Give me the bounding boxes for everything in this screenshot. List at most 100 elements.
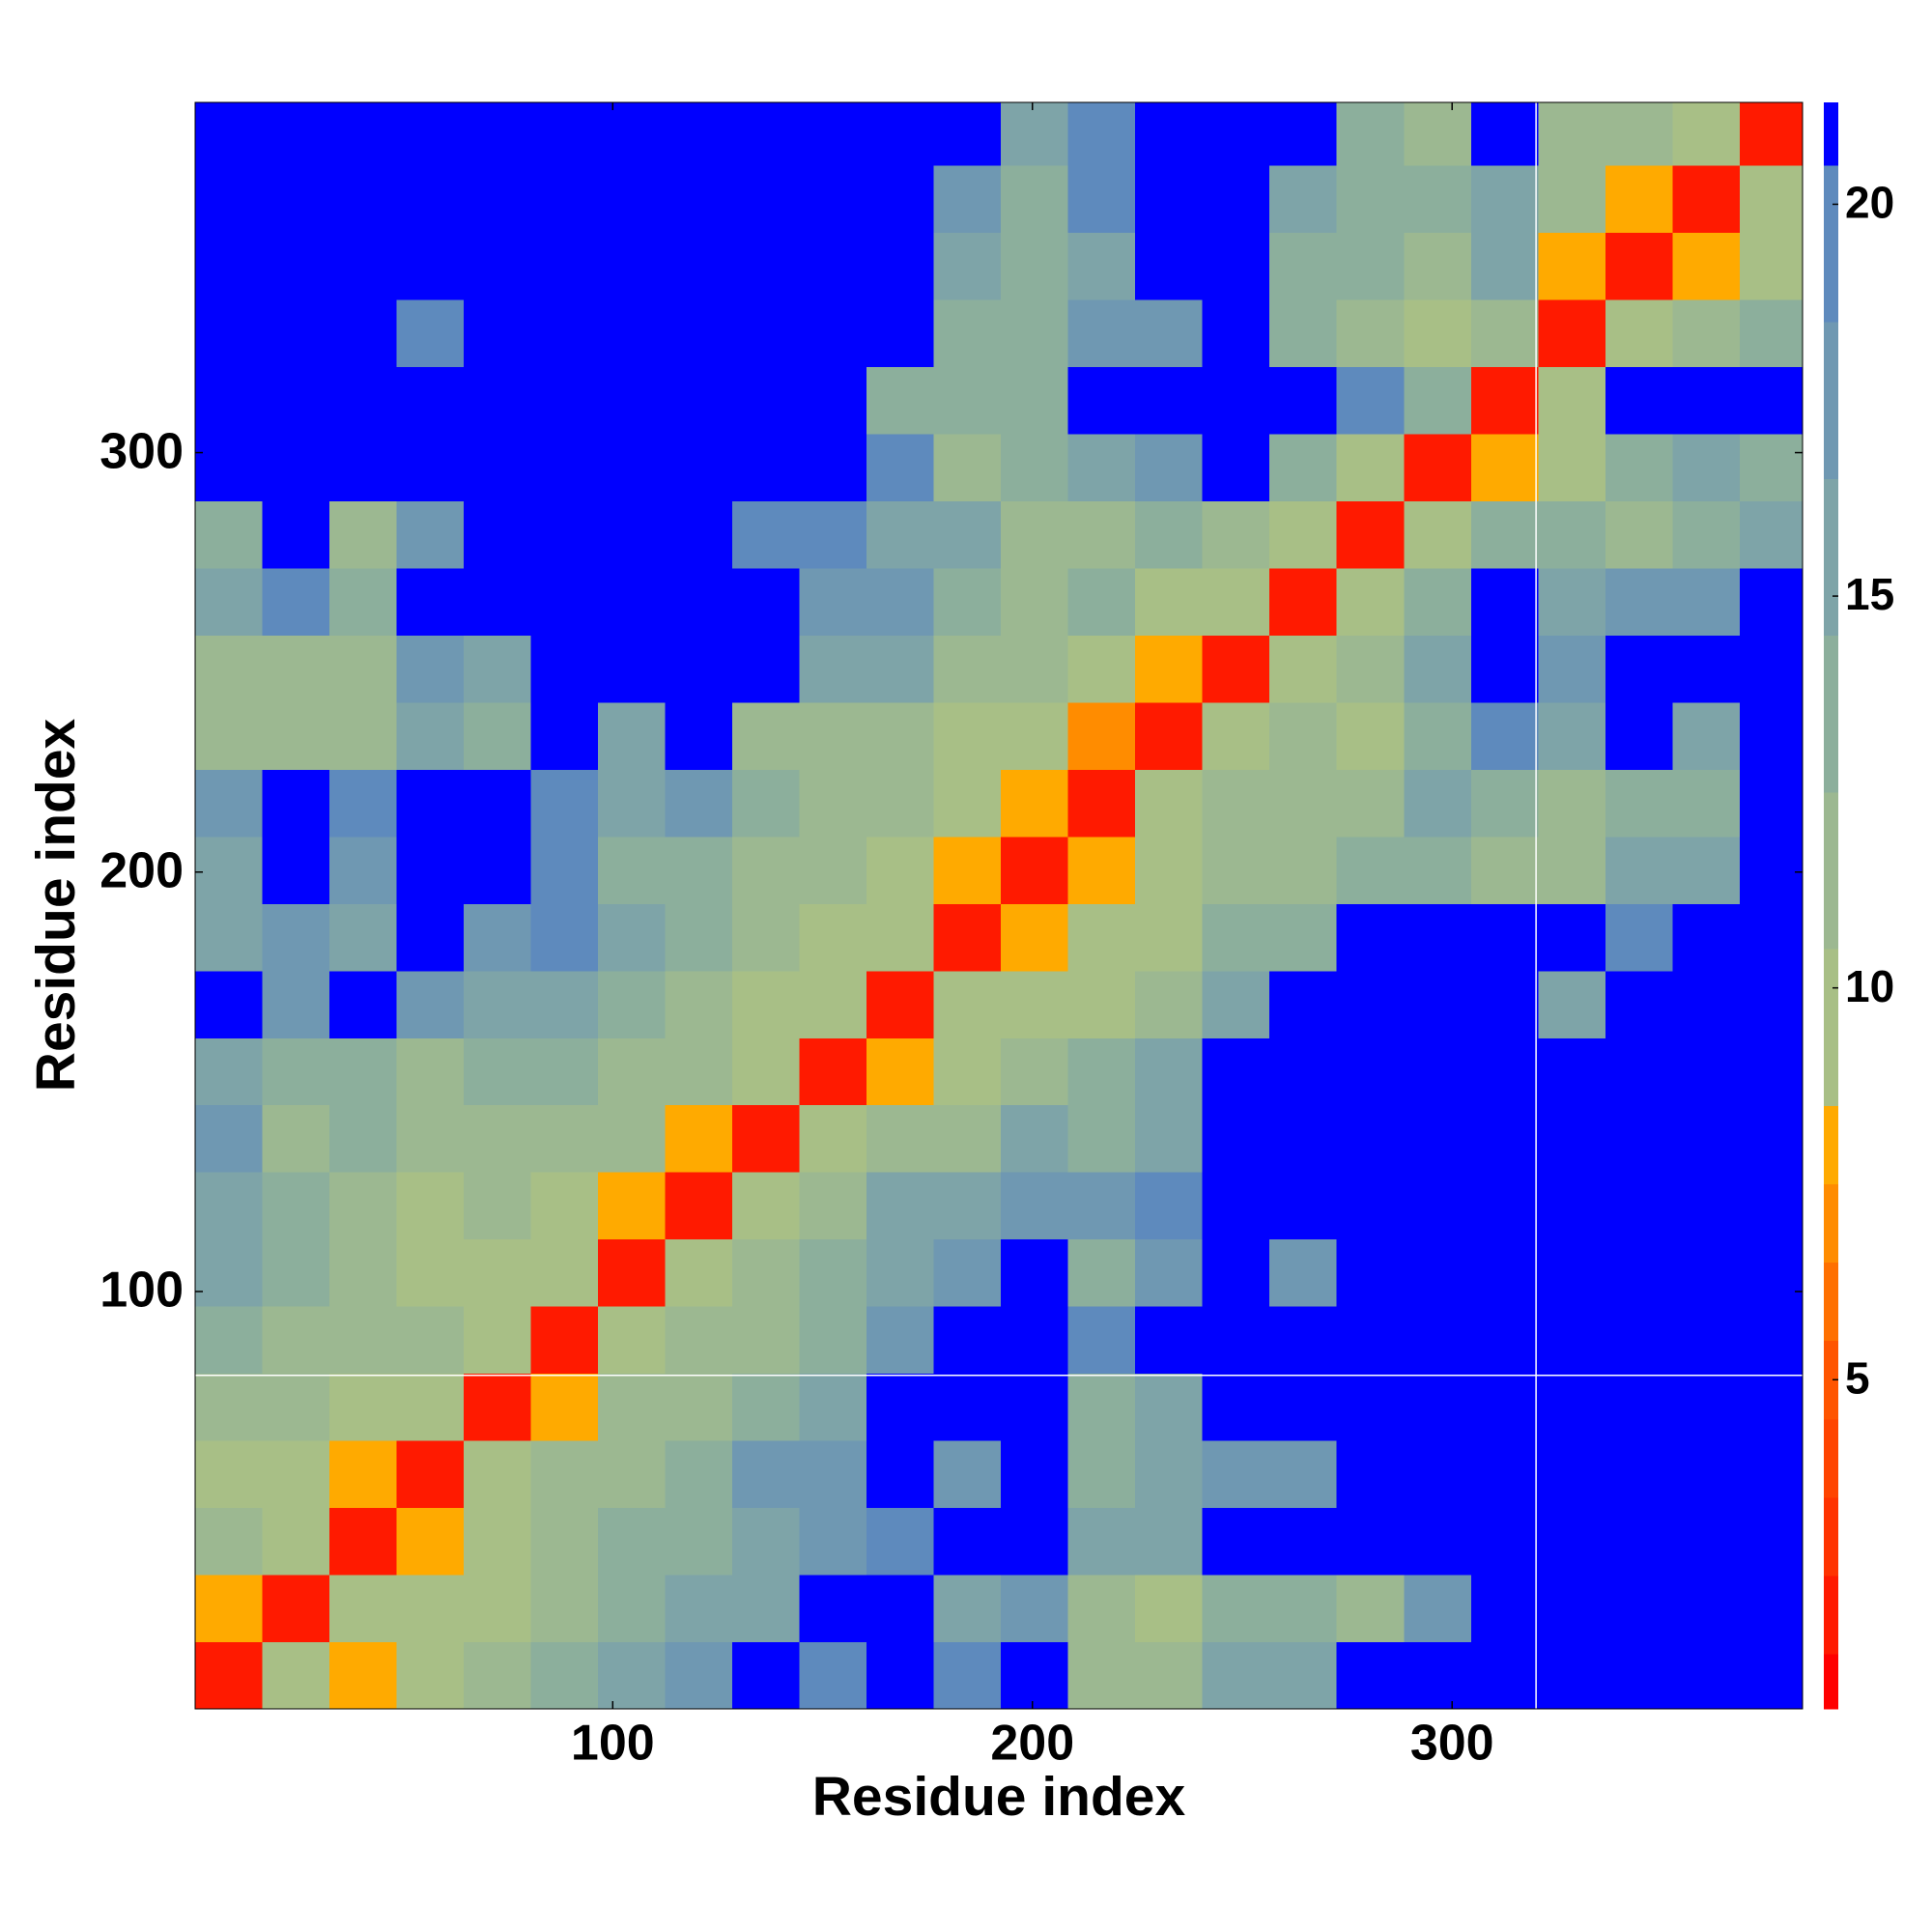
cell — [329, 1575, 398, 1643]
cell — [598, 635, 667, 703]
cell — [396, 567, 465, 636]
cell — [1135, 836, 1204, 904]
cell — [329, 1440, 398, 1509]
cell — [1135, 1238, 1204, 1307]
cell — [598, 1238, 667, 1307]
cell — [1470, 1037, 1539, 1106]
cell — [665, 232, 733, 300]
cell — [1672, 1641, 1741, 1710]
cell — [262, 102, 330, 166]
colorbar-segment — [1824, 164, 1838, 323]
cell — [1404, 1440, 1472, 1509]
cell — [933, 1037, 1002, 1106]
cell — [530, 970, 599, 1038]
cell — [1404, 903, 1472, 972]
cell — [1269, 903, 1338, 972]
cell — [799, 836, 867, 904]
cell — [598, 500, 667, 569]
cell — [195, 769, 264, 838]
cell — [1739, 1306, 1804, 1375]
cell — [1336, 1440, 1405, 1509]
cell — [867, 434, 935, 501]
cell — [867, 102, 935, 166]
cell — [1538, 903, 1606, 972]
cell — [1135, 1172, 1204, 1240]
cell — [1135, 970, 1204, 1038]
cell — [262, 1373, 330, 1441]
cell — [1067, 1306, 1136, 1375]
cell — [1470, 232, 1539, 300]
cell — [464, 366, 532, 435]
cell — [1269, 366, 1338, 435]
cell — [396, 1172, 465, 1240]
cell — [1067, 836, 1136, 904]
cell — [1336, 1373, 1405, 1441]
cell — [1202, 635, 1270, 703]
y-tick-label: 300 — [99, 423, 184, 479]
colorbar-segment — [1824, 102, 1838, 166]
cell — [1336, 299, 1405, 368]
cell — [665, 567, 733, 636]
cell — [1067, 903, 1136, 972]
cell — [464, 1641, 532, 1710]
cell — [732, 366, 801, 435]
cell — [1336, 635, 1405, 703]
cell — [732, 567, 801, 636]
cell — [1135, 1507, 1204, 1576]
cell — [598, 769, 667, 838]
cell — [1269, 1037, 1338, 1106]
cell — [1538, 1440, 1606, 1509]
cell — [1672, 1373, 1741, 1441]
cell — [867, 299, 935, 368]
cell — [598, 1306, 667, 1375]
cell — [1404, 299, 1472, 368]
cell — [665, 836, 733, 904]
cell — [1135, 366, 1204, 435]
cell — [1672, 1104, 1741, 1173]
cell — [1135, 1373, 1204, 1441]
cell — [1605, 434, 1673, 501]
cell — [1336, 1641, 1405, 1710]
cell — [1672, 836, 1741, 904]
cell — [329, 165, 398, 234]
colorbar-segment — [1824, 1183, 1838, 1264]
cell — [396, 701, 465, 770]
cell — [1404, 102, 1472, 166]
cell — [1336, 1037, 1405, 1106]
cell — [396, 232, 465, 300]
cell — [464, 500, 532, 569]
cell — [867, 836, 935, 904]
cell — [933, 1104, 1002, 1173]
cell — [195, 836, 264, 904]
cell — [1202, 102, 1270, 166]
cell — [530, 1641, 599, 1710]
cell — [195, 1641, 264, 1710]
cell — [867, 1641, 935, 1710]
cell — [530, 1507, 599, 1576]
cell — [1739, 769, 1804, 838]
cell — [1538, 1172, 1606, 1240]
cell — [195, 970, 264, 1038]
cell — [1672, 1172, 1741, 1240]
cell — [1672, 366, 1741, 435]
cell — [1739, 635, 1804, 703]
colorbar-tick-label: 20 — [1845, 178, 1894, 228]
cell — [1404, 165, 1472, 234]
cell — [262, 434, 330, 501]
cell — [665, 1172, 733, 1240]
cell — [396, 1238, 465, 1307]
cell — [665, 1641, 733, 1710]
cell — [1001, 1238, 1069, 1307]
cell — [530, 1306, 599, 1375]
cell — [530, 567, 599, 636]
cell — [867, 165, 935, 234]
cell — [665, 1575, 733, 1643]
cell — [1067, 434, 1136, 501]
cell — [1269, 1507, 1338, 1576]
cell — [1672, 1440, 1741, 1509]
cell — [665, 1104, 733, 1173]
cell — [933, 769, 1002, 838]
cell — [464, 1575, 532, 1643]
cell — [530, 903, 599, 972]
cell — [933, 701, 1002, 770]
